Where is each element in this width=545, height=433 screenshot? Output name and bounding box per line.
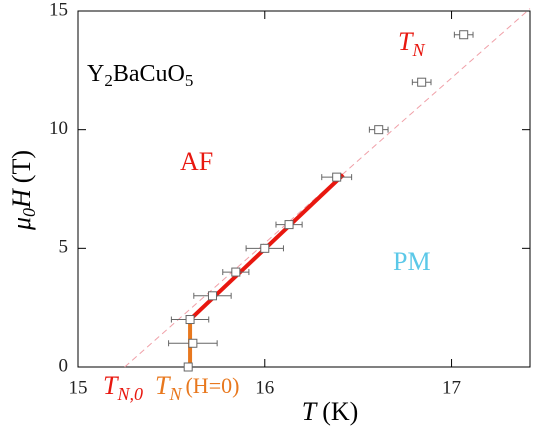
x-tick-label: 16 — [255, 377, 274, 398]
y-axis-symbol: μ — [7, 217, 36, 231]
data-point — [260, 243, 270, 253]
af-label: AF — [180, 147, 213, 176]
compound-sub: 5 — [185, 71, 194, 90]
y-axis-symbol: H — [7, 188, 36, 209]
compound-label: Y2BaCuO5 — [87, 61, 193, 90]
data-point — [459, 30, 469, 40]
data-point — [284, 220, 294, 230]
data-point — [231, 267, 241, 277]
tnh0-label: TN (H=0) — [155, 371, 239, 404]
y-axis-title: μ0H (T) — [7, 150, 39, 231]
pm-label: PM — [393, 247, 431, 276]
y-tick-label: 0 — [59, 355, 69, 376]
data-point — [185, 315, 195, 325]
compound-part: Y — [87, 61, 104, 87]
y-tick-label: 15 — [49, 0, 68, 20]
tn0-symbol: T — [103, 371, 119, 400]
y-tick-label: 5 — [59, 237, 69, 258]
tn0-sub: N,0 — [116, 384, 143, 404]
data-point — [183, 362, 193, 372]
plot-frame — [77, 10, 531, 368]
tn-sub: N — [411, 40, 425, 60]
y-axis-unit: (T) — [7, 150, 36, 183]
x-axis-symbol: T — [302, 397, 318, 426]
tn-label: TN — [398, 27, 425, 60]
tnh0-symbol: T — [155, 371, 171, 400]
y-axis-sub: 0 — [19, 208, 39, 217]
data-point — [417, 77, 427, 87]
data-point — [188, 338, 198, 348]
compound-part: BaCuO — [113, 61, 185, 87]
data-point — [374, 125, 384, 135]
x-tick-label: 17 — [442, 377, 461, 398]
y-tick-label: 10 — [49, 118, 68, 139]
tnh0-sub: N — [168, 384, 182, 404]
data-point — [332, 172, 342, 182]
tnh0-cond: (H=0) — [185, 373, 239, 398]
x-axis-unit: (K) — [322, 397, 358, 426]
compound-sub: 2 — [104, 71, 113, 90]
x-tick-label: 15 — [69, 377, 88, 398]
data-point — [207, 291, 217, 301]
tn0-label: TN,0 — [103, 371, 143, 404]
x-axis-title: T (K) — [302, 397, 359, 426]
tn-symbol: T — [398, 27, 414, 56]
